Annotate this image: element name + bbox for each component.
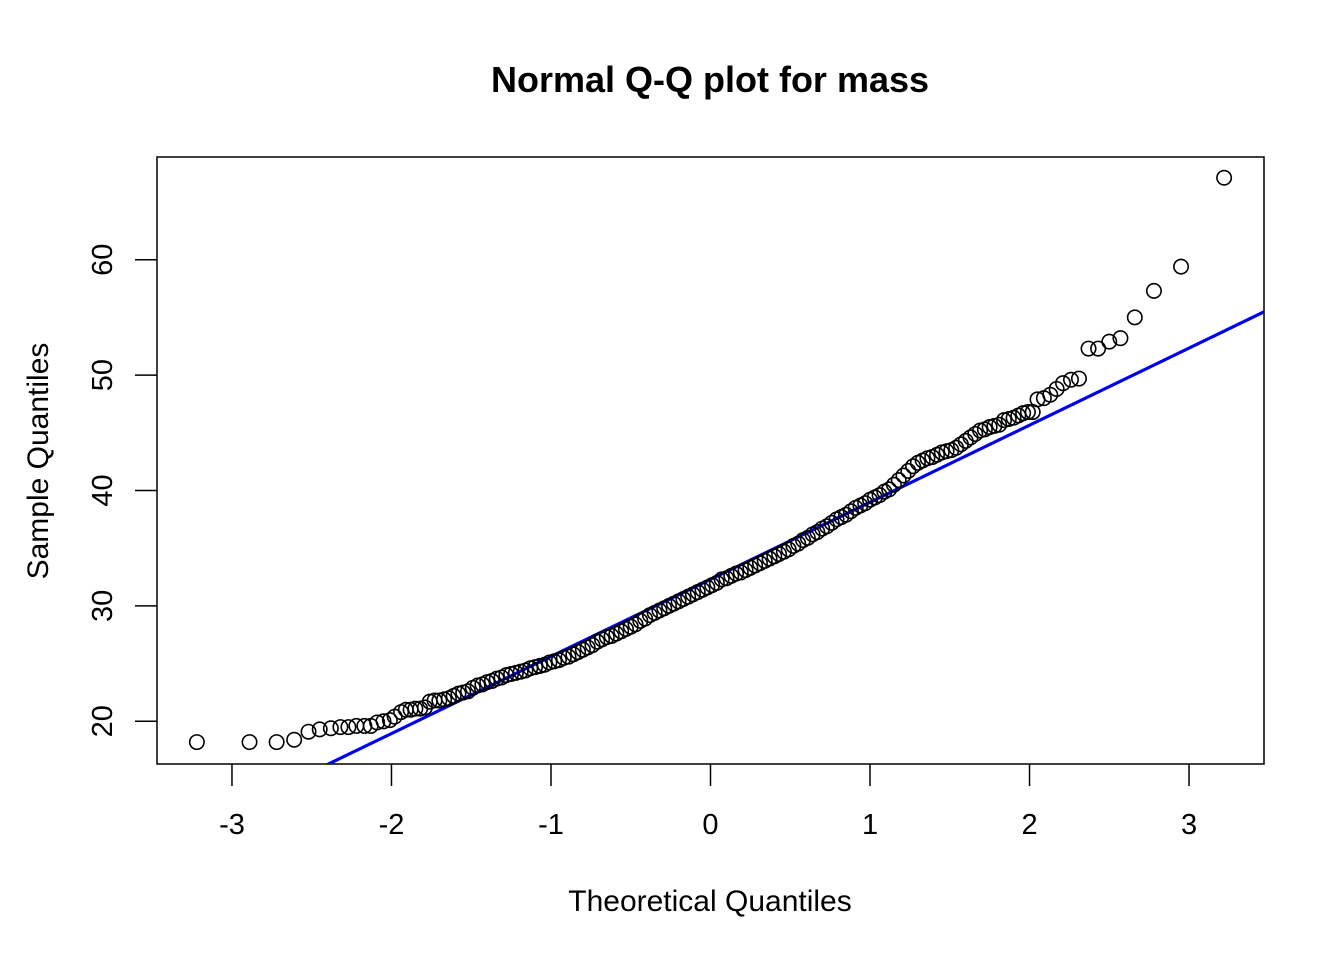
data-point (460, 683, 477, 700)
data-point (991, 416, 1008, 433)
x-tick-label: -1 (538, 809, 564, 841)
data-point (948, 439, 965, 456)
y-tick-label: 60 (87, 244, 119, 276)
data-point (381, 712, 398, 729)
x-tick-label: 2 (1021, 809, 1037, 841)
data-point (1145, 282, 1162, 299)
data-point (708, 574, 725, 591)
y-axis: 20 30 40 50 60 (87, 244, 157, 737)
data-point (1173, 258, 1190, 275)
data-point (823, 514, 840, 531)
y-tick-label: 50 (87, 359, 119, 391)
data-point (188, 734, 205, 751)
data-point (780, 541, 797, 558)
data-point (905, 458, 922, 475)
x-tick-label: -2 (379, 809, 405, 841)
data-point (268, 734, 285, 751)
data-point (369, 714, 386, 731)
x-axis-title: Theoretical Quantiles (568, 885, 851, 918)
data-point (637, 610, 654, 627)
data-point (962, 429, 979, 446)
data-point (311, 721, 328, 738)
data-point (1062, 371, 1079, 388)
x-tick-label: 0 (702, 809, 718, 841)
y-tick-label: 30 (87, 590, 119, 622)
data-point (881, 481, 898, 498)
data-point (790, 535, 807, 552)
plot-frame (156, 156, 1265, 765)
data-point (1070, 370, 1087, 387)
data-point (1080, 340, 1097, 357)
data-point (1126, 309, 1143, 326)
data-point (300, 723, 317, 740)
data-point (842, 503, 859, 520)
data-point (967, 425, 984, 442)
x-tick-label: 1 (862, 809, 878, 841)
x-axis: -3 -2 -1 0 1 2 3 (219, 764, 1197, 841)
data-point (957, 432, 974, 449)
data-point (809, 524, 826, 541)
data-point (871, 487, 888, 504)
data-point (1101, 333, 1118, 350)
data-point (1216, 169, 1233, 186)
y-axis-title: Sample Quantiles (22, 343, 55, 580)
data-point (900, 462, 917, 479)
data-point (890, 472, 907, 489)
chart-title: Normal Q-Q plot for mass (491, 59, 929, 100)
points-layer (188, 169, 1233, 751)
data-point (332, 719, 349, 736)
data-point (895, 467, 912, 484)
x-tick-label: -3 (219, 809, 245, 841)
data-point (885, 476, 902, 493)
y-tick-label: 40 (87, 474, 119, 506)
data-point (627, 616, 644, 633)
data-point (340, 719, 357, 736)
data-point (322, 720, 339, 737)
data-point (584, 637, 601, 654)
data-point (1112, 330, 1129, 347)
data-point (375, 713, 392, 730)
data-point (407, 700, 424, 717)
x-tick-label: 3 (1181, 809, 1197, 841)
data-point (1019, 404, 1036, 421)
y-tick-label: 20 (87, 705, 119, 737)
data-point (286, 731, 303, 748)
data-point (1055, 375, 1072, 392)
data-point (241, 734, 258, 751)
data-point (857, 495, 874, 512)
data-point (799, 529, 816, 546)
